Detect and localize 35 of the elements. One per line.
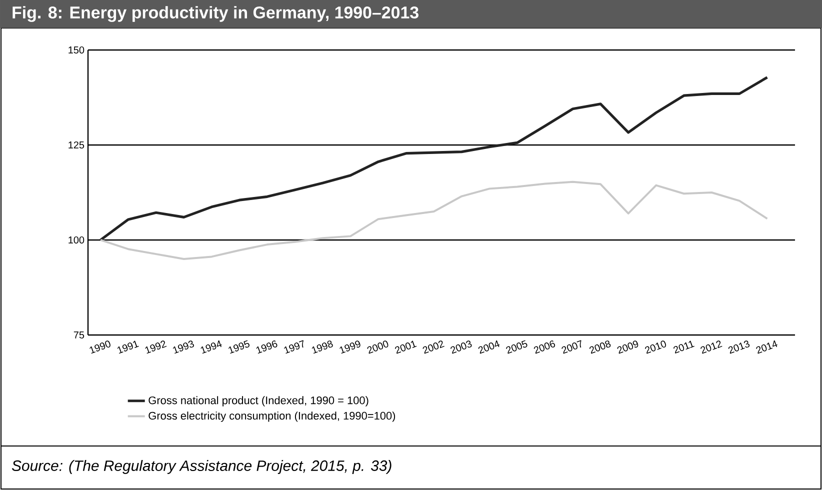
y-tick-label: 75	[74, 332, 84, 338]
x-tick-label: 2002	[422, 340, 444, 354]
x-tick-label: 2009	[617, 340, 638, 354]
x-tick-label: 1993	[172, 340, 194, 354]
x-tick-label: 2000	[367, 340, 388, 354]
y-tick-label: 125	[68, 141, 84, 149]
source-note: Source: (The Regulatory Assistance Project, 2015, p. 33)	[12, 460, 392, 474]
x-tick-label: 1997	[284, 340, 304, 354]
x-tick-label: 1991	[117, 340, 139, 354]
x-tick-label: 1998	[312, 340, 333, 354]
y-tick-label: 100	[68, 236, 84, 244]
x-tick-label: 2010	[645, 340, 666, 354]
x-tick-label: 2011	[673, 340, 694, 354]
x-tick-label: 2004	[478, 340, 500, 354]
legend-label: Gross electricity consumption (Indexed, 1990=100)	[148, 412, 396, 422]
legend-label: Gross national product (Indexed, 1990 = 100)	[148, 396, 368, 406]
x-tick-label: 2001	[394, 340, 417, 354]
x-tick-label: 2013	[728, 340, 750, 354]
x-tick-label: 1996	[256, 340, 278, 354]
x-tick-label: 1992	[145, 340, 167, 354]
x-tick-label: 2003	[450, 340, 472, 354]
line-series	[99, 76, 769, 242]
chart-title: Fig. 8: Energy productivity in Germany, 1990–2013	[12, 6, 418, 22]
y-tick-label: 150	[68, 46, 84, 54]
x-tick-label: 2008	[589, 340, 611, 354]
x-tick-label: 2014	[756, 340, 778, 354]
x-tick-label: 2005	[506, 340, 528, 354]
x-tick-label: 1999	[340, 340, 360, 354]
line-series	[100, 180, 768, 260]
x-tick-label: 2006	[534, 340, 556, 354]
x-tick-label: 1995	[228, 340, 250, 354]
x-tick-label: 1994	[200, 340, 222, 354]
x-tick-label: 2012	[700, 340, 722, 354]
x-tick-label: 1990	[90, 340, 110, 354]
x-tick-label: 2007	[562, 340, 582, 354]
